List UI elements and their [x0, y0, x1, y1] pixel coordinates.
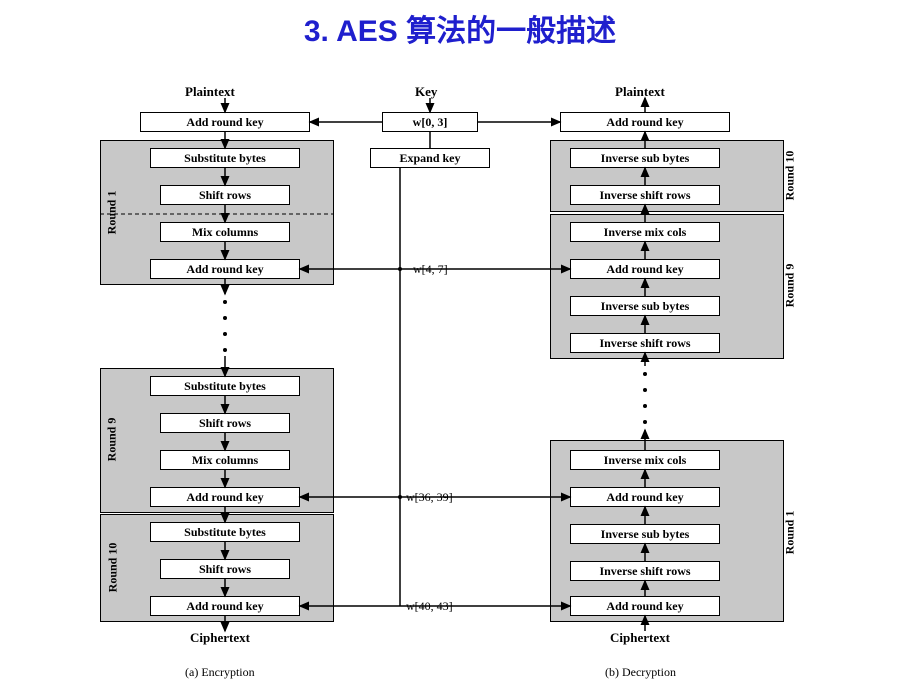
enc-round10-label: Round 10: [106, 533, 121, 603]
dec-r1-invSub: Inverse sub bytes: [570, 524, 720, 544]
enc-round1-label: Round 1: [105, 183, 120, 243]
dec-round9-label: Round 9: [783, 256, 798, 316]
page-title: 3. AES 算法的一般描述: [0, 6, 920, 50]
enc-r9-shift: Shift rows: [160, 413, 290, 433]
key-label: Key: [415, 84, 437, 100]
dec-r1-ark: Add round key: [570, 487, 720, 507]
enc-ark0: Add round key: [140, 112, 310, 132]
enc-r1-ark: Add round key: [150, 259, 300, 279]
enc-r10-ark: Add round key: [150, 596, 300, 616]
dec-r9-invSub: Inverse sub bytes: [570, 296, 720, 316]
dec-r10-invSub: Inverse sub bytes: [570, 148, 720, 168]
enc-r10-shift: Shift rows: [160, 559, 290, 579]
plaintext-label-right: Plaintext: [615, 84, 665, 100]
enc-r1-shift: Shift rows: [160, 185, 290, 205]
dot: [223, 332, 227, 336]
key-w4043: w[40, 43]: [406, 599, 453, 614]
enc-r9-ark: Add round key: [150, 487, 300, 507]
dec-r1-ark2: Add round key: [570, 596, 720, 616]
dot: [643, 420, 647, 424]
enc-r1-mix: Mix columns: [160, 222, 290, 242]
key-w47: w[4, 7]: [413, 262, 448, 277]
ciphertext-label-right: Ciphertext: [610, 630, 670, 646]
key-w03: w[0, 3]: [382, 112, 478, 132]
enc-r10-sub: Substitute bytes: [150, 522, 300, 542]
dot: [223, 316, 227, 320]
dec-r9-invShift: Inverse shift rows: [570, 333, 720, 353]
enc-r9-mix: Mix columns: [160, 450, 290, 470]
decryption-caption: (b) Decryption: [605, 665, 676, 680]
dot: [643, 404, 647, 408]
dot: [643, 372, 647, 376]
key-w3639: w[36, 39]: [406, 490, 453, 505]
enc-r1-sub: Substitute bytes: [150, 148, 300, 168]
dot: [223, 348, 227, 352]
encryption-caption: (a) Encryption: [185, 665, 255, 680]
enc-round9-label: Round 9: [105, 410, 120, 470]
ciphertext-label-left: Ciphertext: [190, 630, 250, 646]
enc-r9-sub: Substitute bytes: [150, 376, 300, 396]
dec-r1-invShift: Inverse shift rows: [570, 561, 720, 581]
dot: [643, 388, 647, 392]
dec-round10-label: Round 10: [783, 141, 798, 211]
expand-key: Expand key: [370, 148, 490, 168]
dec-r1-invMix: Inverse mix cols: [570, 450, 720, 470]
dec-ark0: Add round key: [560, 112, 730, 132]
dot: [223, 300, 227, 304]
plaintext-label-left: Plaintext: [185, 84, 235, 100]
dec-r10-invShift: Inverse shift rows: [570, 185, 720, 205]
dec-r9-ark: Add round key: [570, 259, 720, 279]
dec-round1-label: Round 1: [783, 503, 798, 563]
dec-r9-invMix: Inverse mix cols: [570, 222, 720, 242]
